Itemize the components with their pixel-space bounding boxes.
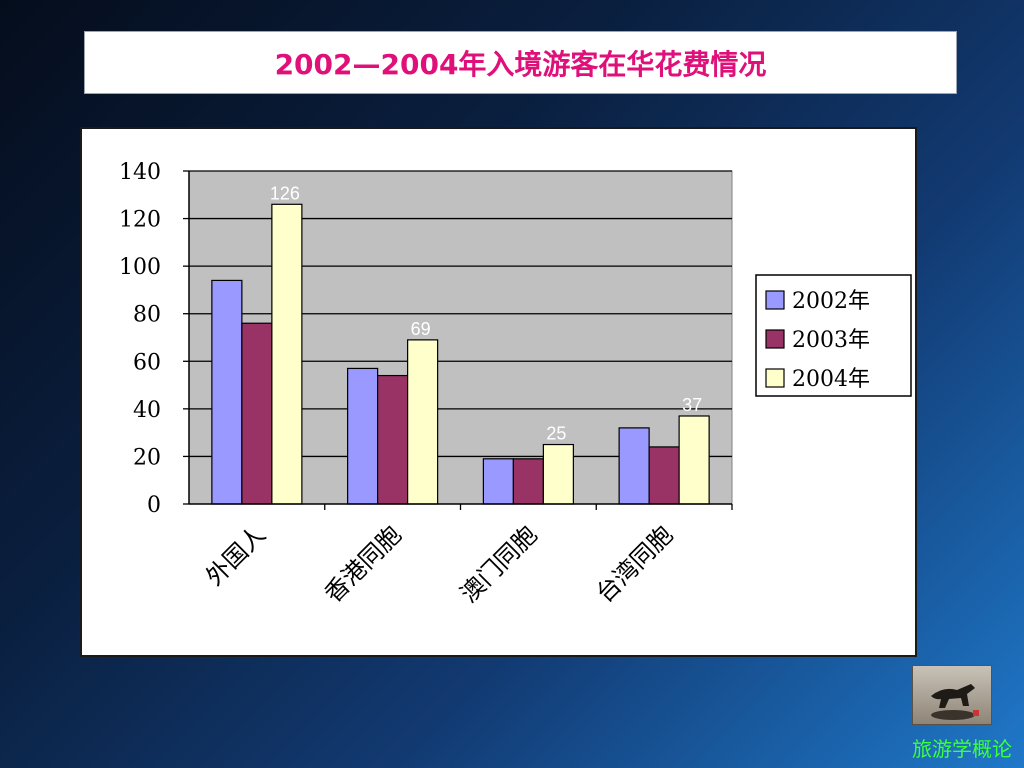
legend-swatch xyxy=(765,290,785,310)
bar xyxy=(347,367,379,505)
bar xyxy=(271,203,303,505)
bar xyxy=(211,279,243,505)
bar xyxy=(407,339,439,505)
horse-logo-image xyxy=(912,665,992,725)
y-tick-label: 100 xyxy=(119,255,161,280)
course-footer: 旅游学概论 xyxy=(912,737,1012,761)
category-label: 澳门同胞 xyxy=(455,520,543,608)
bar xyxy=(512,458,544,505)
chart-container: 0 20 40 60 80 100 120 140 外国人 香港同胞 澳门同胞 台湾同胞 126 69… xyxy=(80,127,917,657)
data-label: 37 xyxy=(682,395,702,415)
legend-swatch xyxy=(765,329,785,349)
y-tick-labels: 0 20 40 60 80 100 120 140 xyxy=(119,160,161,518)
y-tick-label: 20 xyxy=(133,445,161,470)
data-label: 126 xyxy=(270,183,300,203)
bar xyxy=(377,374,409,505)
bar xyxy=(618,427,650,505)
legend: 2002年 2003年 2004年 xyxy=(755,274,912,397)
bar-chart: 0 20 40 60 80 100 120 140 外国人 香港同胞 澳门同胞 台湾同胞 126 69… xyxy=(119,160,912,608)
bars xyxy=(211,203,710,505)
legend-label: 2002年 xyxy=(792,289,870,314)
axes xyxy=(183,170,733,510)
y-tick-label: 0 xyxy=(147,493,161,518)
bar xyxy=(241,322,273,505)
title-box: 2002—2004年入境游客在华花费情况 xyxy=(84,31,957,94)
bar xyxy=(482,458,514,505)
legend-label: 2003年 xyxy=(792,328,870,353)
y-tick-label: 80 xyxy=(133,303,161,328)
category-label: 台湾同胞 xyxy=(591,520,679,608)
slide-title: 2002—2004年入境游客在华花费情况 xyxy=(274,47,767,81)
data-label: 25 xyxy=(546,424,566,444)
bar xyxy=(648,446,680,505)
bar xyxy=(542,443,574,505)
category-labels: 外国人 香港同胞 澳门同胞 台湾同胞 xyxy=(200,520,678,608)
y-tick-label: 120 xyxy=(119,208,161,233)
data-label: 69 xyxy=(411,319,431,339)
bar xyxy=(678,415,710,505)
category-label: 外国人 xyxy=(200,520,271,591)
legend-swatch xyxy=(765,368,785,388)
y-tick-label: 140 xyxy=(119,160,161,185)
y-tick-label: 40 xyxy=(133,398,161,423)
legend-label: 2004年 xyxy=(792,367,870,392)
y-tick-label: 60 xyxy=(133,350,161,375)
data-labels: 126 69 25 37 xyxy=(270,183,702,443)
category-label: 香港同胞 xyxy=(319,520,407,608)
